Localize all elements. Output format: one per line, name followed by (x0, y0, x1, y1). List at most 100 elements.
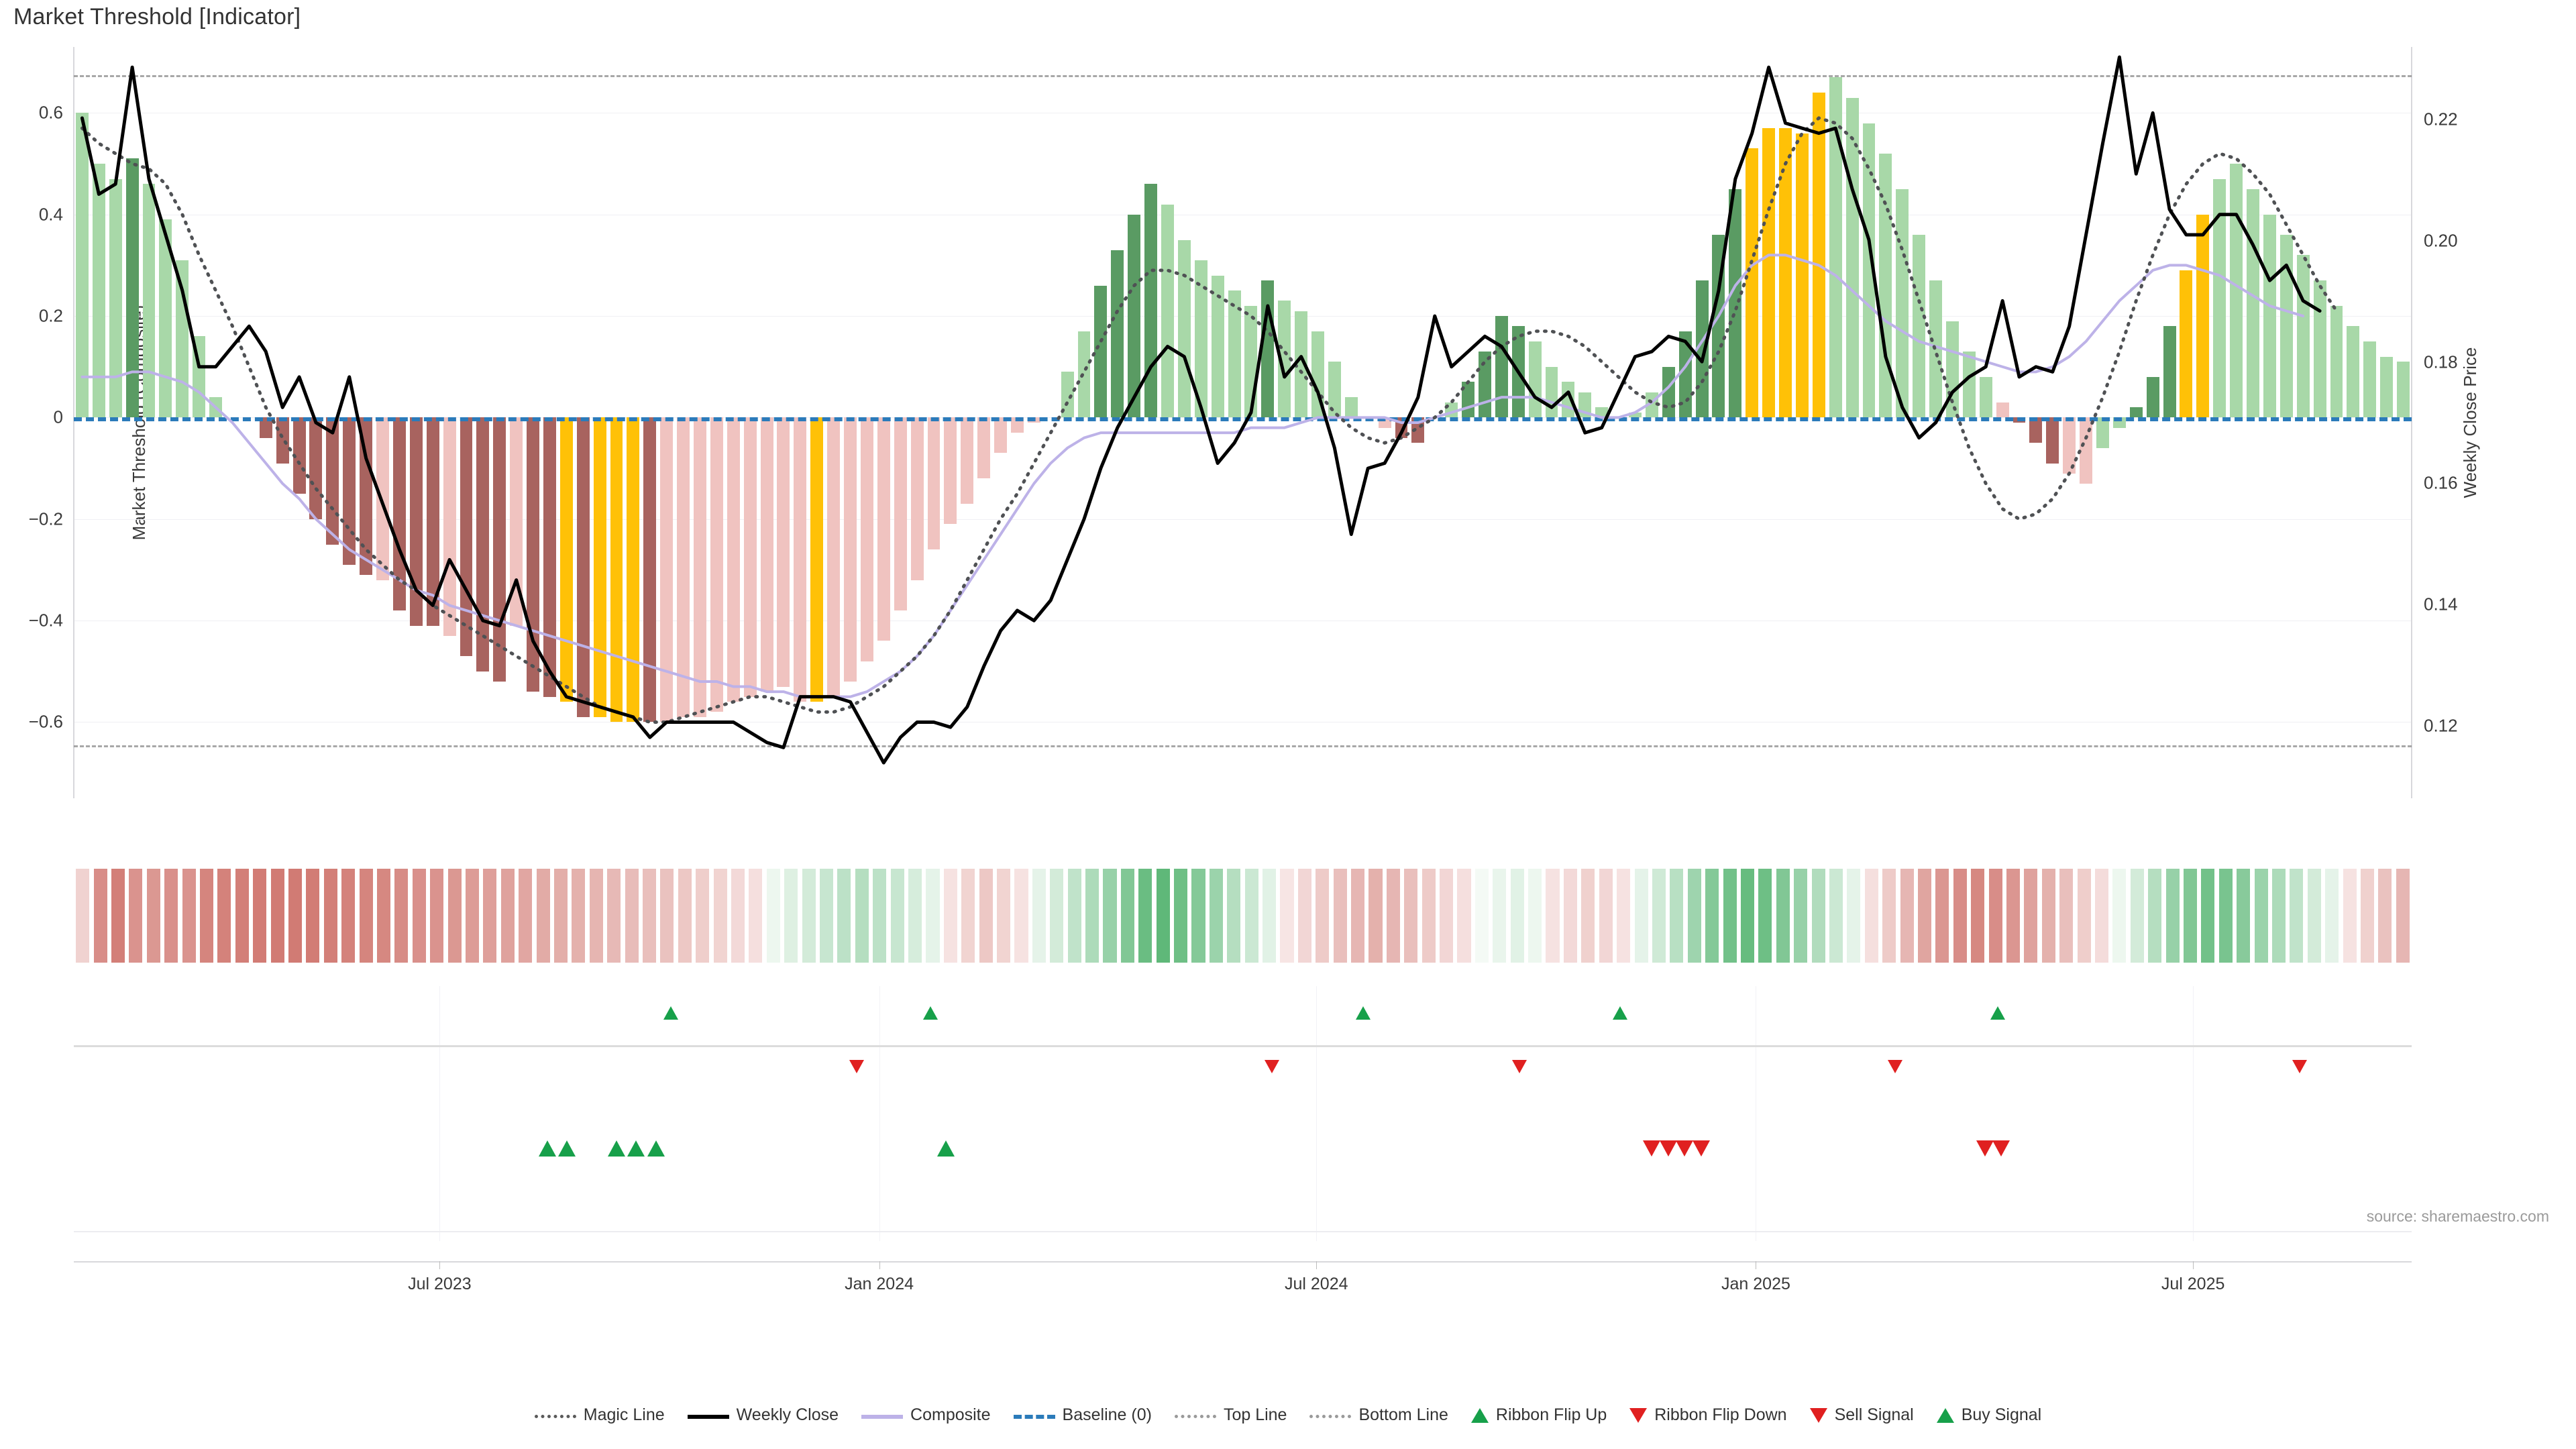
y-tick-left: 0.2 (38, 305, 63, 326)
panel-vertical-grid (439, 1107, 441, 1241)
ribbon-cell (1563, 869, 1577, 963)
x-tick-label: Jul 2025 (2161, 1275, 2225, 1293)
ribbon-flip-up-marker (1990, 1006, 2006, 1020)
histogram-bar (710, 417, 723, 712)
buy-signal-marker (627, 1140, 645, 1157)
y-tick-left: −0.4 (28, 610, 63, 631)
ribbon-cell (2130, 869, 2144, 963)
ribbon-flip-down-marker (1265, 1060, 1280, 1073)
histogram-bar (1996, 402, 2009, 418)
triangle-up-icon (1470, 1407, 1489, 1423)
main-chart-panel: Market Threshold (Composite) Weekly Clos… (29, 47, 2480, 798)
ribbon-cell (607, 869, 621, 963)
ribbon-cell (164, 869, 178, 963)
ribbon-cell (1935, 869, 1949, 963)
buy-signal-marker (558, 1140, 576, 1157)
composite-line (80, 254, 2305, 698)
ribbon-cell (1599, 869, 1613, 963)
histogram-bar (1111, 250, 1124, 418)
ribbon-cell (1244, 869, 1258, 963)
ribbon-cell (2237, 869, 2251, 963)
x-axis: Jul 2023 Jan 2024 Jul 2024 Jan 2025 Jul 2025 (74, 1261, 2412, 1308)
legend-item[interactable]: Weekly Close (687, 1405, 839, 1425)
legend-item[interactable]: Magic Line (534, 1405, 665, 1425)
ribbon-cell (1546, 869, 1560, 963)
histogram-bar (576, 417, 590, 717)
ribbon-cell (1670, 869, 1684, 963)
histogram-bar (877, 417, 890, 641)
legend-label: Weekly Close (736, 1405, 839, 1424)
histogram-bar (1211, 275, 1224, 418)
triangle-down-icon (1629, 1407, 1648, 1423)
legend-swatch-solidline (861, 1414, 904, 1419)
histogram-bar (1344, 397, 1358, 418)
histogram-bar (910, 417, 924, 580)
ribbon-cell (2218, 869, 2233, 963)
histogram-bar (1979, 376, 1992, 418)
weekly-close-line (80, 55, 2322, 765)
ribbon-cell (1988, 869, 2002, 963)
histogram-bar (1879, 153, 1892, 418)
gridline-horizontal (74, 316, 2412, 317)
histogram-bar (944, 417, 957, 525)
histogram-bar (309, 417, 323, 519)
ribbon-cell (2360, 869, 2375, 963)
ribbon-cell (766, 869, 780, 963)
histogram-bar (2363, 341, 2377, 418)
histogram-bar (292, 417, 306, 494)
histogram-bar (794, 417, 807, 702)
histogram-bar (109, 178, 122, 418)
x-tick-mark (439, 1261, 441, 1269)
histogram-bar (2279, 235, 2293, 418)
ribbon-cell (1510, 869, 1524, 963)
ribbon-cell (1368, 869, 1383, 963)
legend-label: Ribbon Flip Up (1495, 1405, 1607, 1424)
ribbon-cell (1705, 869, 1719, 963)
ribbon-flip-down-marker (1512, 1060, 1527, 1073)
ribbon-cell (1900, 869, 1914, 963)
ribbon-cell (802, 869, 816, 963)
triangle-down-icon (1809, 1407, 1827, 1423)
ribbon-flip-up-marker (663, 1006, 679, 1020)
ribbon-flip-down-marker (849, 1060, 865, 1073)
legend-item[interactable]: Top Line (1174, 1405, 1287, 1425)
y-tick-right: 0.12 (2424, 715, 2458, 736)
legend-item[interactable]: Bottom Line (1309, 1405, 1448, 1425)
legend-item[interactable]: Ribbon Flip Up (1470, 1405, 1607, 1425)
ribbon-cell (1528, 869, 1542, 963)
legend-item[interactable]: Buy Signal (1936, 1405, 2041, 1425)
legend-item[interactable]: Composite (861, 1405, 991, 1425)
histogram-bar (1678, 331, 1692, 418)
y-tick-right: 0.14 (2424, 594, 2458, 614)
histogram-bar (1913, 235, 1926, 418)
histogram-bar (844, 417, 857, 682)
gridline-horizontal (74, 519, 2412, 520)
histogram-bar (392, 417, 406, 610)
ribbon-cell (997, 869, 1011, 963)
top-line (74, 74, 2412, 77)
ribbon-cell (784, 869, 798, 963)
histogram-bar (476, 417, 490, 672)
ribbon-cell (76, 869, 90, 963)
ribbon-cell (1209, 869, 1223, 963)
legend-item[interactable]: Ribbon Flip Down (1629, 1405, 1787, 1425)
ribbon-cell (1758, 869, 1772, 963)
ribbon-cell (341, 869, 356, 963)
panel-vertical-grid (1316, 1107, 1318, 1241)
ribbon-cell (2183, 869, 2197, 963)
histogram-bar (1962, 352, 1976, 418)
sell-signal-marker (1676, 1140, 1694, 1157)
ribbon-cell (1067, 869, 1081, 963)
legend-item[interactable]: Baseline (0) (1013, 1405, 1152, 1425)
histogram-bar (1746, 148, 1759, 418)
ribbon-cell (288, 869, 303, 963)
ribbon-cell (979, 869, 993, 963)
ribbon-cell (1776, 869, 1790, 963)
legend-item[interactable]: Sell Signal (1809, 1405, 1914, 1425)
buy-signal-marker (647, 1140, 665, 1157)
ribbon-cell (554, 869, 568, 963)
line-overlay (80, 55, 2339, 765)
x-tick-label: Jul 2023 (408, 1275, 472, 1293)
ribbon-cell (1652, 869, 1666, 963)
ribbon-flip-down-marker (2292, 1060, 2307, 1073)
